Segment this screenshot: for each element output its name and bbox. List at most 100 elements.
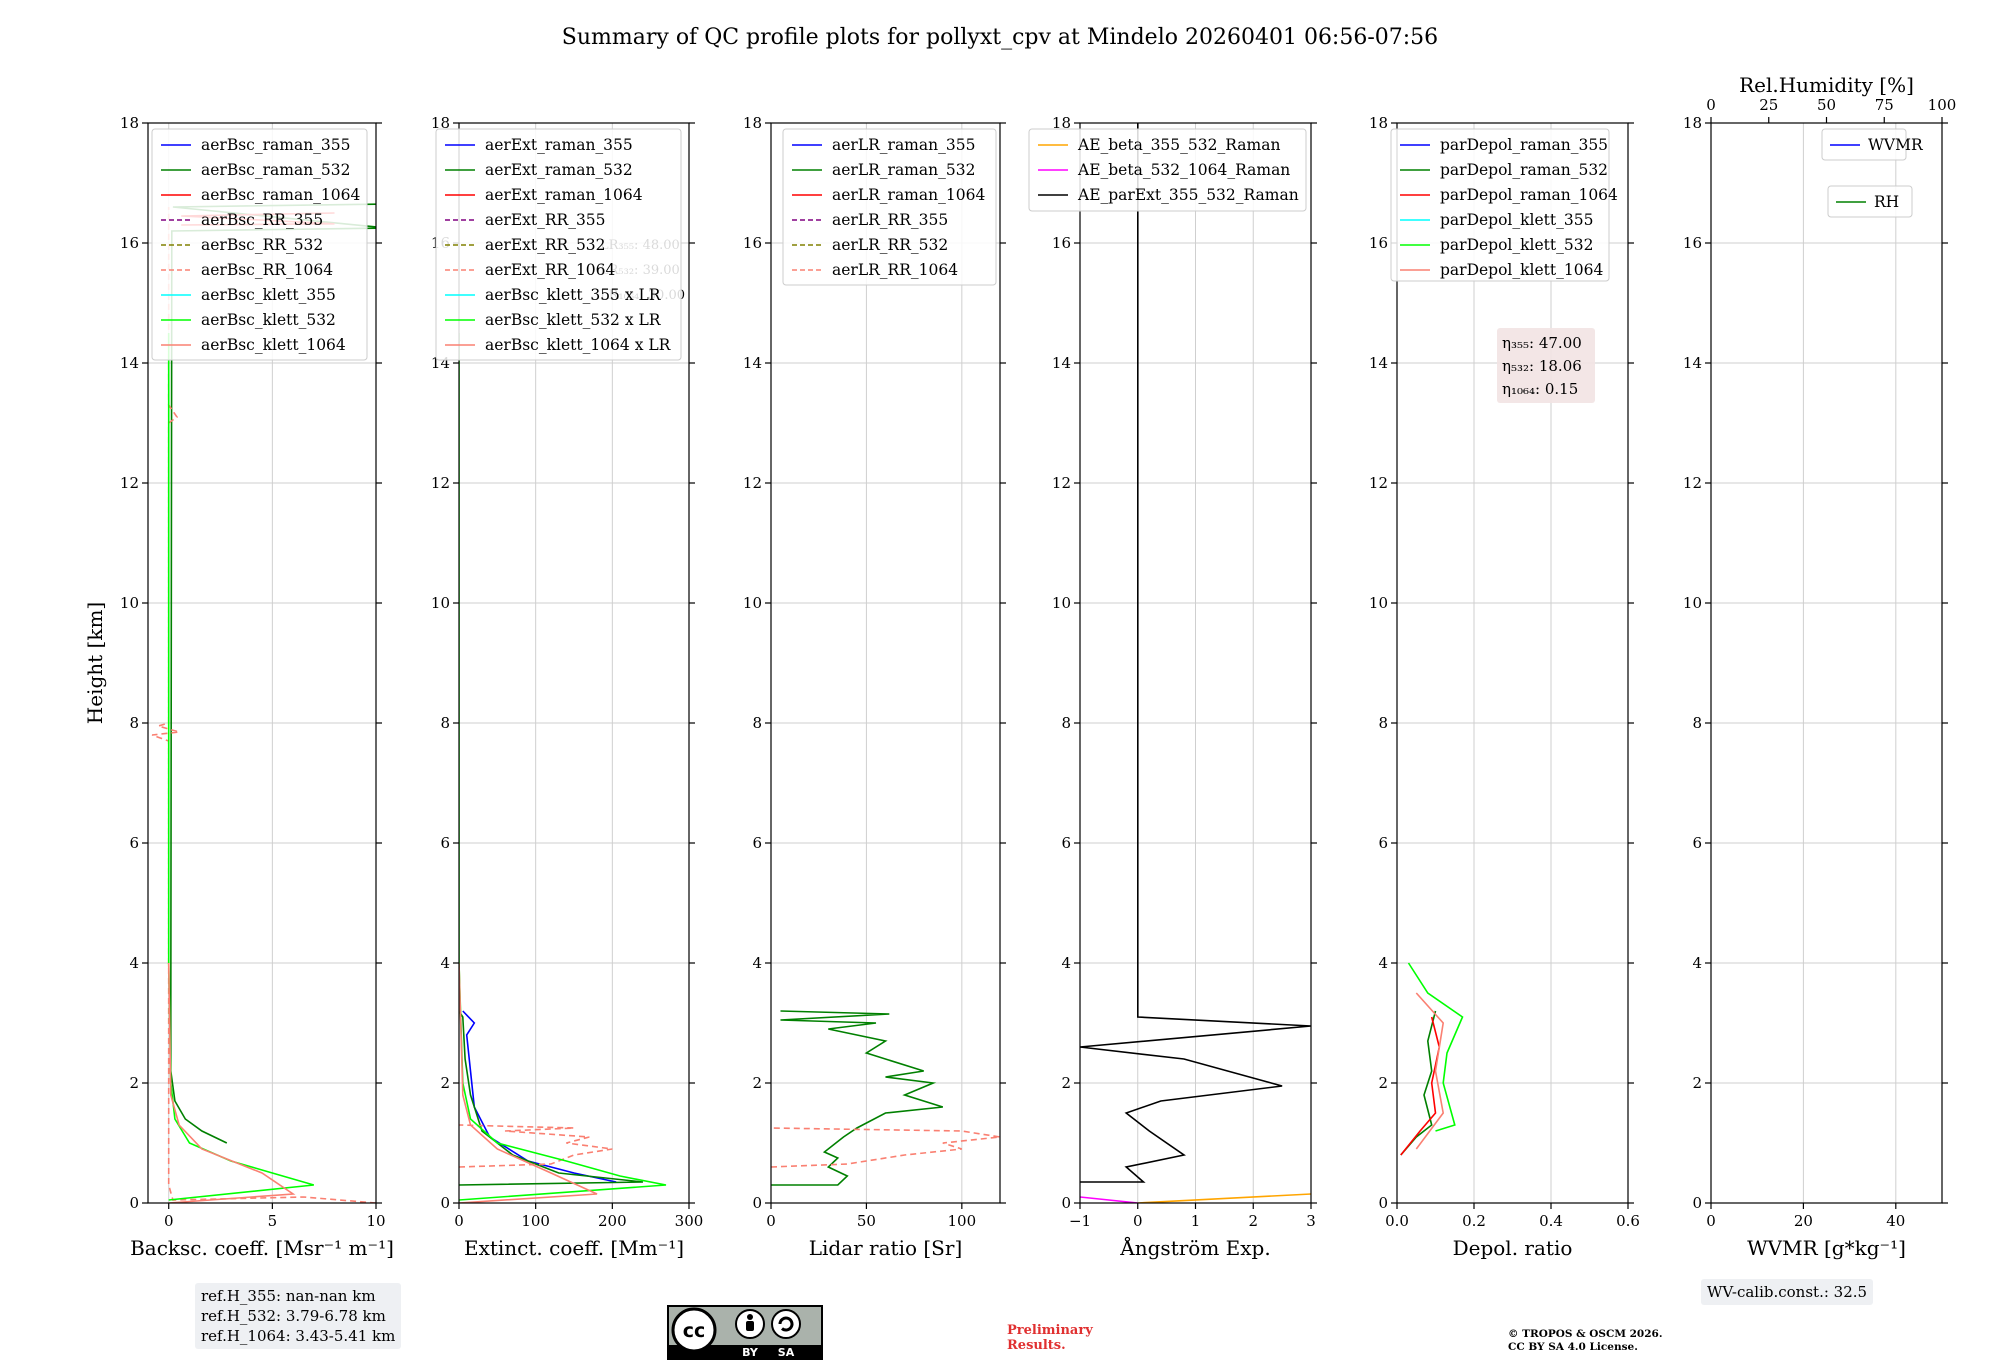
y-tick-label: 4: [1378, 954, 1388, 972]
x-tick-label: 40: [1886, 1212, 1905, 1230]
series-line-aerbsc-klett-532-x-lr: [459, 333, 667, 1201]
legend-box: [1028, 128, 1307, 212]
ref-height-355: ref.H_355: nan-nan km: [201, 1287, 376, 1305]
top-x-tick-label: 100: [1928, 96, 1957, 114]
series-line-aerext-raman-532: [459, 1010, 644, 1186]
y-tick-label: 18: [431, 114, 450, 132]
y-tick-label: 18: [1052, 114, 1071, 132]
legend-box: [1821, 128, 1907, 161]
series-group: [771, 1010, 1000, 1186]
y-tick-label: 14: [1369, 354, 1388, 372]
axes-frame: [458, 122, 690, 1204]
y-tick-label: 10: [431, 594, 450, 612]
preliminary-line-1: Preliminary: [1007, 1323, 1093, 1338]
legend-entry-label: aerExt_RR_532: [485, 236, 606, 254]
legend-entry-label: parDepol_klett_355: [1440, 211, 1593, 229]
legend-entry-label: aerLR_raman_355: [832, 136, 975, 154]
legend-depolarization: parDepol_raman_355 parDepol_raman_532 parD…: [1390, 128, 1618, 282]
copyright-line-2: CC BY SA 4.0 License.: [1508, 1341, 1638, 1353]
sa-arrow: [778, 1316, 794, 1332]
legend-entry-label: aerBsc_klett_532: [201, 311, 336, 329]
legend-box: [782, 128, 997, 286]
y-tick-label: 16: [1369, 234, 1388, 252]
y-axis-label: Height [km]: [83, 602, 107, 724]
y-tick-label: 18: [120, 114, 139, 132]
legend-entry-label: aerBsc_RR_532: [201, 236, 323, 254]
axes-frame: [770, 122, 1001, 1204]
series-line-pardepol-klett-532: [1407, 962, 1464, 1132]
y-tick-label: 6: [1061, 834, 1071, 852]
panel-extinction: 0246810121416180100200300Extinct. coeff.…: [431, 114, 703, 1260]
series-group: [459, 333, 667, 1203]
legend-entry-label: aerBsc_raman_532: [201, 161, 351, 179]
legend-entry-label: AE_beta_532_1064_Raman: [1077, 161, 1290, 179]
y-tick-label: 10: [120, 594, 139, 612]
y-tick-label: 4: [440, 954, 450, 972]
panel-depolarization: 0 2 4 6 8 10 12 14 16 18 0.0 0.2 0.4 0.6 Depol. ratio p…: [1369, 114, 1640, 1260]
legend-entry-label: aerBsc_RR_1064: [201, 261, 333, 279]
y-tick-label: 16: [120, 234, 139, 252]
cc-icon: [671, 1307, 717, 1353]
x-tick-label: 300: [675, 1212, 704, 1230]
legend-box: [151, 128, 368, 361]
y-tick-label: 8: [1692, 714, 1702, 732]
series-group: [1080, 123, 1311, 1203]
y-tick-label: 0: [1692, 1194, 1702, 1212]
x-tick-label: 200: [598, 1212, 627, 1230]
top-x-tick-label: 75: [1875, 96, 1894, 114]
axes-frame: [1710, 122, 1943, 1204]
top-x-axis-label: Rel.Humidity [%]: [1739, 73, 1914, 97]
y-tick-label: 10: [1683, 594, 1702, 612]
x-tick-label: 0: [164, 1212, 174, 1230]
legend-entry-label: aerExt_raman_532: [485, 161, 633, 179]
figure-title: Summary of QC profile plots for pollyxt_…: [562, 25, 1438, 50]
eta-box: η₃₅₅: 47.00 η₅₃₂: 18.06 η₁₀₆₄: 0.15: [1497, 328, 1595, 403]
legend-entry-label: aerExt_RR_355: [485, 211, 606, 229]
y-tick-label: 4: [129, 954, 139, 972]
reference-height-box: ref.H_355: nan-nan km ref.H_532: 3.79-6.…: [195, 1283, 402, 1349]
x-tick-label: 0: [766, 1212, 776, 1230]
y-tick-label: 0: [752, 1194, 762, 1212]
y-tick-label: 2: [752, 1074, 762, 1092]
y-tick-label: 2: [129, 1074, 139, 1092]
legend-entry-label: aerLR_RR_355: [832, 211, 948, 229]
y-tick-label: 8: [1061, 714, 1071, 732]
ref-height-1064: ref.H_1064: 3.43-5.41 km: [201, 1327, 396, 1345]
x-axis-label: Ångström Exp.: [1119, 1235, 1270, 1260]
cc-license-badge: cc BY SA: [667, 1305, 823, 1360]
x-tick-label: 1: [1191, 1212, 1201, 1230]
legend-entry-label: WVMR: [1868, 136, 1924, 154]
x-axis-label: Lidar ratio [Sr]: [809, 1236, 963, 1260]
x-tick-label: −1: [1069, 1212, 1091, 1230]
eta-label: η₅₃₂: 18.06: [1502, 357, 1582, 375]
y-tick-label: 12: [743, 474, 762, 492]
x-tick-label: 100: [521, 1212, 550, 1230]
x-tick-label: 100: [948, 1212, 977, 1230]
y-tick-label: 18: [743, 114, 762, 132]
legend-entry-label: aerExt_RR_1064: [485, 261, 616, 279]
series-line-pardepol-klett-1064: [1415, 992, 1445, 1150]
y-tick-label: 12: [1052, 474, 1071, 492]
y-tick-label: 8: [752, 714, 762, 732]
legend-entry-label: AE_parExt_355_532_Raman: [1077, 186, 1299, 204]
x-tick-label: 2: [1248, 1212, 1258, 1230]
legend-entry-label: aerLR_raman_1064: [832, 186, 985, 204]
legend-entry-label: aerBsc_raman_1064: [201, 186, 361, 204]
y-tick-label: 2: [1378, 1074, 1388, 1092]
y-tick-label: 6: [129, 834, 139, 852]
legend-entry-label: aerBsc_klett_1064 x LR: [485, 336, 672, 354]
legend-box: [1390, 128, 1610, 282]
series-line-aerbsc-klett-1064: [167, 962, 296, 1203]
legend-entry-label: aerBsc_klett_1064: [201, 336, 346, 354]
y-tick-label: 4: [1692, 954, 1702, 972]
series-line-aerlr-raman-532: [771, 1010, 944, 1186]
eta-label: η₁₀₆₄: 0.15: [1502, 380, 1578, 398]
y-tick-label: 8: [440, 714, 450, 732]
legend-entry-label: aerBsc_raman_355: [201, 136, 351, 154]
x-tick-label: 5: [268, 1212, 278, 1230]
y-tick-label: 18: [1683, 114, 1702, 132]
y-tick-label: 18: [1369, 114, 1388, 132]
y-tick-label: 14: [1683, 354, 1702, 372]
